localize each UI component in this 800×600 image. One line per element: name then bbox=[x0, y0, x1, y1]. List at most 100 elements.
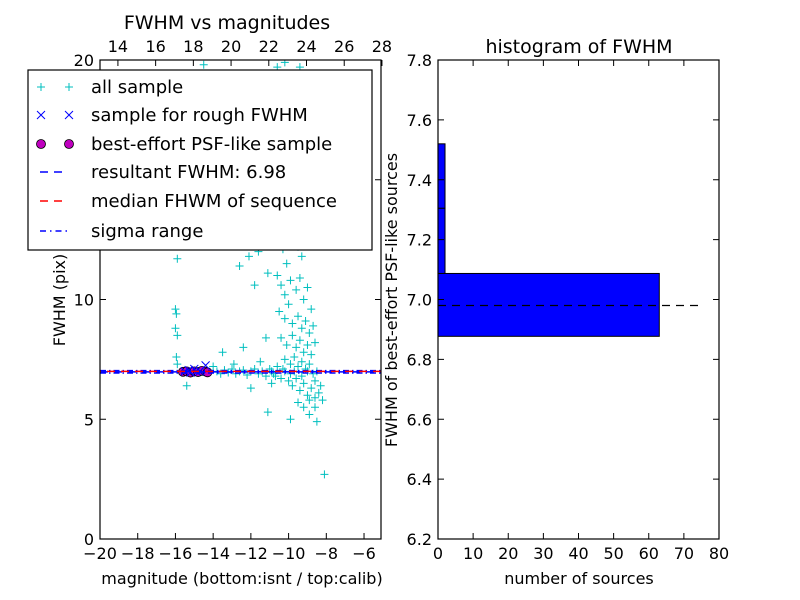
histogram-bar bbox=[437, 207, 446, 274]
histogram-xlabel: number of sources bbox=[504, 569, 654, 588]
scatter-ylabel: FWHM (pix) bbox=[50, 254, 69, 347]
all-sample-point bbox=[284, 376, 293, 385]
all-sample-point bbox=[290, 352, 299, 361]
all-sample-point bbox=[280, 355, 289, 364]
circle-marker-icon bbox=[36, 139, 46, 149]
all-sample-point bbox=[303, 283, 312, 292]
legend-box bbox=[27, 69, 373, 251]
x-tick-label: −20 bbox=[83, 544, 117, 563]
all-sample-point bbox=[299, 379, 308, 388]
all-sample-point bbox=[316, 381, 325, 390]
all-sample-point bbox=[305, 396, 314, 405]
circle-marker-icon bbox=[64, 139, 74, 149]
histogram-title: histogram of FWHM bbox=[485, 36, 672, 58]
rough-sample-point bbox=[201, 361, 210, 370]
legend-psf-sample-label: best-effort PSF-like sample bbox=[91, 134, 332, 155]
x-tick-label: 10 bbox=[463, 544, 483, 563]
all-sample-point bbox=[305, 329, 314, 338]
top-x-tick-label: 24 bbox=[296, 37, 316, 56]
x-tick-label: 80 bbox=[709, 544, 729, 563]
all-sample-point bbox=[307, 305, 316, 314]
all-sample-point bbox=[277, 281, 286, 290]
x-tick-label: 0 bbox=[433, 544, 443, 563]
y-tick-label: 7.6 bbox=[407, 111, 432, 130]
all-sample-point bbox=[235, 261, 244, 270]
all-sample-point bbox=[280, 60, 289, 67]
top-x-tick-label: 22 bbox=[259, 37, 279, 56]
x-tick-label: 50 bbox=[603, 544, 623, 563]
all-sample-point bbox=[303, 341, 312, 350]
all-sample-point bbox=[239, 343, 248, 352]
x-tick-label: 40 bbox=[568, 544, 588, 563]
all-sample-point bbox=[310, 376, 319, 385]
all-sample-point bbox=[288, 319, 297, 328]
top-x-tick-label: 28 bbox=[372, 37, 392, 56]
scatter-xlabel: magnitude (bottom:isnt / top:calib) bbox=[101, 569, 382, 588]
all-sample-point bbox=[310, 338, 319, 347]
all-sample-point bbox=[171, 324, 180, 333]
histogram-bar bbox=[437, 143, 446, 209]
all-sample-point bbox=[182, 381, 191, 390]
all-sample-point bbox=[172, 352, 181, 361]
all-sample-point bbox=[288, 331, 297, 340]
x-tick-label: −16 bbox=[159, 544, 193, 563]
all-sample-point bbox=[267, 379, 276, 388]
all-sample-point bbox=[294, 362, 303, 371]
y-tick-label: 5 bbox=[84, 410, 94, 429]
all-sample-point bbox=[295, 386, 304, 395]
y-tick-label: 20 bbox=[74, 51, 94, 70]
all-sample-point bbox=[277, 374, 286, 383]
y-tick-label: 0 bbox=[84, 530, 94, 549]
all-sample-point bbox=[310, 393, 319, 402]
all-sample-point bbox=[305, 410, 314, 419]
x-marker-icon bbox=[36, 110, 46, 120]
all-sample-point bbox=[263, 408, 272, 417]
all-sample-point bbox=[320, 470, 329, 479]
all-sample-point bbox=[218, 348, 227, 357]
plus-marker-icon bbox=[37, 83, 45, 91]
all-sample-point bbox=[173, 360, 182, 369]
all-sample-point bbox=[294, 312, 303, 321]
all-sample-point bbox=[292, 285, 301, 294]
all-sample-point bbox=[250, 281, 259, 290]
all-sample-point bbox=[310, 403, 319, 412]
all-sample-point bbox=[284, 300, 293, 309]
all-sample-point bbox=[271, 372, 280, 381]
all-sample-point bbox=[246, 384, 255, 393]
all-sample-point bbox=[297, 372, 306, 381]
all-sample-point bbox=[286, 360, 295, 369]
y-tick-label: 7.4 bbox=[407, 171, 432, 190]
x-tick-label: −12 bbox=[234, 544, 268, 563]
all-sample-point bbox=[295, 336, 304, 345]
all-sample-point bbox=[209, 362, 218, 371]
plus-marker-icon bbox=[65, 83, 73, 91]
all-sample-point bbox=[263, 269, 272, 278]
histogram-axes: 0 10 20 30 40 50 60 70 80 6.2 6.4 6.6 6.8 7.0 7.2 7.4 7.… bbox=[407, 51, 730, 563]
y-tick-label: 7.2 bbox=[407, 231, 432, 250]
all-sample-point bbox=[275, 307, 284, 316]
x-tick-label: 70 bbox=[674, 544, 694, 563]
all-sample-point bbox=[312, 417, 321, 426]
all-sample-point bbox=[256, 357, 265, 366]
all-sample-point bbox=[295, 273, 304, 282]
all-sample-point bbox=[199, 60, 208, 69]
x-tick-label: −18 bbox=[121, 544, 155, 563]
all-sample-point bbox=[282, 259, 291, 268]
all-sample-point bbox=[280, 314, 289, 323]
top-x-tick-label: 16 bbox=[145, 37, 165, 56]
top-x-tick-label: 14 bbox=[108, 37, 128, 56]
top-x-tick-label: 26 bbox=[334, 37, 354, 56]
legend-psf-sample-icon bbox=[36, 139, 74, 149]
all-sample-point bbox=[292, 374, 301, 383]
all-sample-point bbox=[280, 290, 289, 299]
all-sample-point bbox=[318, 396, 327, 405]
all-sample-point bbox=[173, 254, 182, 263]
y-tick-label: 6.6 bbox=[407, 410, 432, 429]
scatter-title: FWHM vs magnitudes bbox=[124, 12, 330, 34]
y-tick-label: 10 bbox=[74, 291, 94, 310]
all-sample-point bbox=[305, 360, 314, 369]
legend-all-sample-icon bbox=[37, 83, 73, 91]
histogram-ylabel: FWHM of best-effort PSF-like sources bbox=[382, 153, 401, 447]
all-sample-point bbox=[273, 271, 282, 280]
legend-median-fwhm-label: median FHWM of sequence bbox=[91, 191, 337, 212]
